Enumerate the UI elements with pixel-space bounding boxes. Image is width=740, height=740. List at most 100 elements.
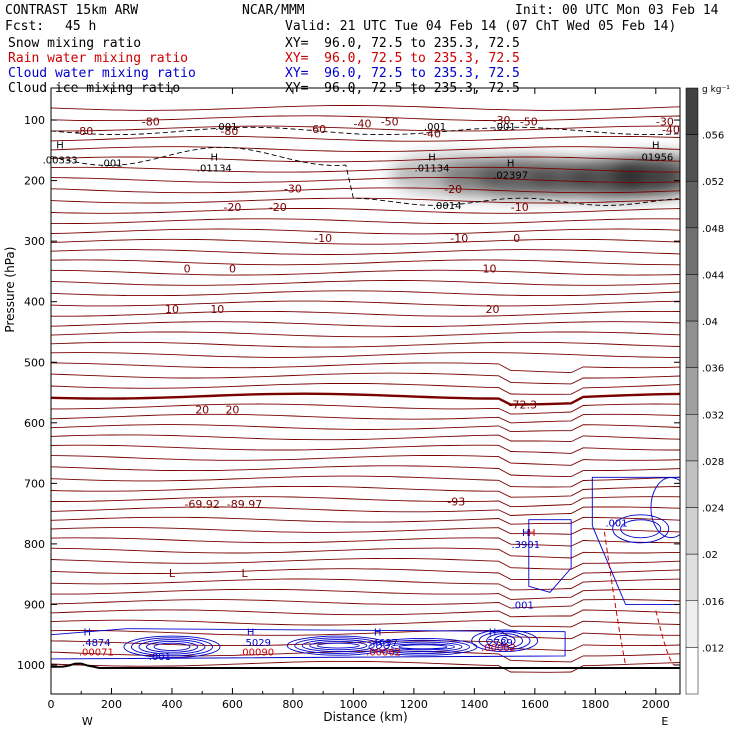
isotherm-label: -50 bbox=[381, 115, 399, 128]
isotherm-line bbox=[51, 269, 680, 276]
snow-extrema-label: .0014 bbox=[433, 201, 462, 212]
isotherm-label: -20 bbox=[223, 201, 241, 214]
isotherm-line bbox=[51, 331, 680, 338]
isotherm-line bbox=[51, 557, 680, 570]
y-tick-label: 500 bbox=[24, 356, 45, 369]
contour-labels: -80-80 -80 -60-50 -50-40 -40-40 -30-30-30 -20-… bbox=[43, 114, 680, 663]
isotherm-label: -50 bbox=[520, 115, 538, 128]
isotherm-line bbox=[51, 527, 680, 535]
field-name-cloud-water: Cloud water mixing ratio bbox=[8, 66, 196, 81]
cloud-water-ring bbox=[493, 634, 516, 647]
isotherm-label: -80 bbox=[220, 125, 238, 138]
colorbar-label: .032 bbox=[702, 410, 724, 421]
isotherm-line bbox=[51, 310, 680, 317]
snow-extrema-label: .001 bbox=[493, 122, 515, 133]
cloud-water-ring bbox=[471, 629, 539, 653]
rain-dashed-contour bbox=[603, 531, 627, 666]
isotherm-line bbox=[51, 485, 680, 498]
isotherm-line bbox=[51, 650, 680, 663]
colorbar-label: .044 bbox=[702, 270, 724, 281]
isotherm-label: 0 bbox=[229, 262, 236, 275]
west-label: W bbox=[82, 715, 93, 728]
isotherm-line bbox=[51, 300, 680, 307]
snow-extrema-label: H bbox=[56, 140, 64, 151]
isotherm-line bbox=[51, 341, 680, 348]
forecast-label: Fcst: bbox=[5, 19, 45, 34]
isotherm-line bbox=[51, 599, 680, 609]
cloud-water-ring bbox=[146, 640, 198, 653]
isotherm-line bbox=[51, 383, 680, 395]
isotherm-line bbox=[51, 218, 680, 225]
isotherm-line bbox=[51, 392, 680, 406]
isotherm-line bbox=[51, 588, 680, 600]
isotherm-line bbox=[51, 413, 680, 424]
isotherm-label: 10 bbox=[165, 303, 179, 316]
cloud-water-extrema-label: .001 bbox=[605, 519, 627, 530]
isotherm-label: L bbox=[241, 567, 248, 580]
isotherm-line bbox=[51, 238, 680, 245]
field-xy-snow: XY= 96.0, 72.5 to 235.3, 72.5 bbox=[285, 36, 520, 51]
isotherm-line bbox=[51, 187, 680, 194]
isotherm-label: -20 bbox=[444, 183, 462, 196]
cloud-water-ring bbox=[286, 635, 390, 656]
plot-frame bbox=[50, 87, 681, 695]
isotherm-line bbox=[51, 228, 680, 235]
snow-shade-blob bbox=[612, 154, 680, 195]
cloud-water-east-region bbox=[591, 476, 680, 605]
init-time: Init: 00 UTC Mon 03 Feb 14 bbox=[515, 3, 719, 18]
colorbar-cell bbox=[685, 553, 699, 602]
cloud-water-ring bbox=[391, 643, 455, 651]
cloud-water-ring bbox=[309, 640, 368, 651]
y-axis-label: Pressure (hPa) bbox=[3, 247, 17, 333]
cloud-water-ring bbox=[138, 639, 206, 655]
snow-extrema-label: H bbox=[507, 158, 515, 169]
x-tick-label: 1000 bbox=[339, 698, 367, 711]
isotherm-line bbox=[51, 321, 680, 327]
snow-extrema-label: .001 bbox=[424, 122, 446, 133]
cloud-water-extrema-label: .4637 bbox=[369, 638, 398, 649]
x-tick-label: 600 bbox=[222, 698, 243, 711]
isotherm-line bbox=[51, 125, 680, 132]
y-tick-label: 900 bbox=[24, 598, 45, 611]
y-tick-label: 800 bbox=[24, 538, 45, 551]
isotherm-label: -72.3 bbox=[509, 399, 537, 412]
isotherm-line bbox=[51, 424, 680, 433]
isotherm-label: -10 bbox=[450, 232, 468, 245]
y-tick-label: 200 bbox=[24, 175, 45, 188]
snow-extrema-label: .001 bbox=[100, 158, 122, 169]
colorbar-cell bbox=[685, 227, 699, 275]
cloud-water-ring bbox=[486, 633, 524, 649]
colorbar-label: .012 bbox=[702, 643, 724, 654]
isotherm-line bbox=[51, 547, 680, 559]
forecast-value: 45 h bbox=[65, 19, 97, 34]
isotherm-line bbox=[51, 177, 680, 183]
colorbar-cell bbox=[685, 274, 699, 322]
x-axis-label: Distance (km) bbox=[323, 710, 407, 724]
isotherm-line bbox=[51, 537, 680, 547]
isotherm-line bbox=[51, 156, 680, 163]
rain-extrema-label: H bbox=[528, 528, 536, 539]
organization-label: NCAR/MMM bbox=[242, 3, 305, 18]
x-tick-label: 400 bbox=[161, 698, 182, 711]
cloud-water-extrema-label: H bbox=[489, 628, 497, 639]
cloud-water-extrema-label: H bbox=[522, 528, 530, 539]
isotherm-line bbox=[51, 568, 680, 581]
cloud-water-ring bbox=[383, 641, 463, 653]
colorbar-label: .048 bbox=[702, 224, 724, 235]
snow-contours bbox=[51, 126, 679, 206]
isotherm-label: -69.92 bbox=[184, 498, 219, 511]
isotherm-line bbox=[51, 105, 680, 111]
colorbar-label: .04 bbox=[702, 317, 718, 328]
isotherm-line bbox=[51, 465, 680, 478]
field-xy-cloud-water: XY= 96.0, 72.5 to 235.3, 72.5 bbox=[285, 66, 520, 81]
rain-extrema-label: .00071 bbox=[79, 648, 114, 659]
isotherm-line bbox=[51, 146, 680, 152]
terrain-line bbox=[51, 662, 680, 669]
cloud-water-ring bbox=[376, 639, 470, 654]
colorbar-cell bbox=[685, 320, 699, 368]
snow-extrema-label: .001 bbox=[215, 122, 237, 133]
isotherm-line bbox=[51, 372, 680, 385]
isotherm-label: 10 bbox=[210, 303, 224, 316]
field-name-rain: Rain water mixing ratio bbox=[8, 51, 189, 66]
